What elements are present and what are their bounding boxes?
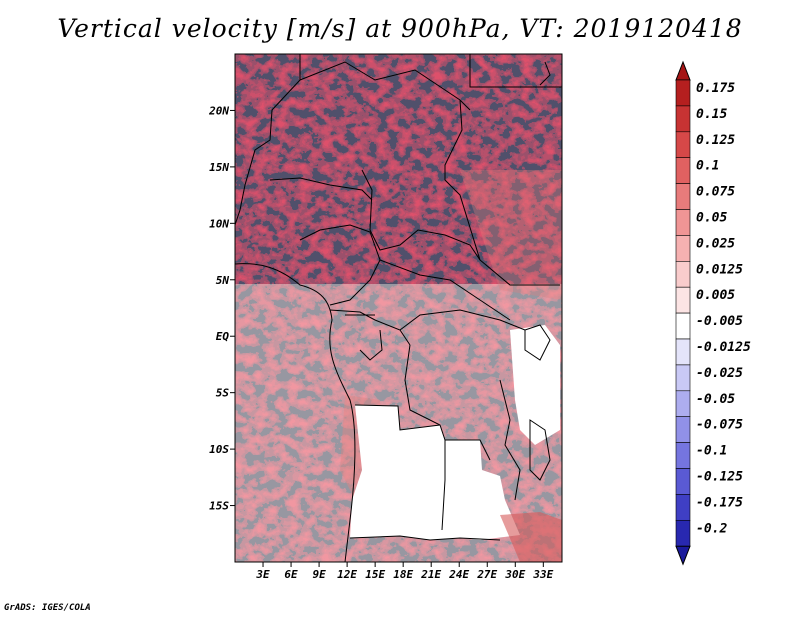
- colorbar-label: -0.1: [696, 444, 727, 459]
- lon-tick-label: 24E: [448, 568, 469, 581]
- latitude-axis: 20N 15N 10N 5N EQ 5S 10S 15S: [208, 104, 235, 513]
- lat-tick-label: 20N: [208, 104, 229, 117]
- lat-tick-label: EQ: [216, 330, 230, 343]
- lon-tick-label: 12E: [337, 568, 357, 581]
- lon-tick-label: 9E: [312, 568, 326, 581]
- colorbar-label: -0.2: [696, 521, 727, 536]
- colorbar-top-arrow: [675, 60, 691, 81]
- colorbar-label: 0.075: [696, 185, 735, 200]
- footer-credit: GrADS: IGES/COLA: [4, 603, 91, 613]
- colorbar-label: -0.025: [696, 366, 743, 381]
- country-borders: [235, 54, 562, 562]
- colorbar-swatch: [675, 183, 691, 210]
- colorbar-swatch: [675, 286, 691, 314]
- colorbar-label: -0.05: [696, 392, 735, 407]
- colorbar-label: -0.125: [696, 470, 743, 485]
- lat-tick-label: 15S: [209, 500, 229, 513]
- lon-tick-label: 18E: [393, 568, 413, 581]
- colorbar-swatch: [675, 260, 691, 288]
- colorbar-swatch: [675, 105, 691, 133]
- colorbar-label: -0.0125: [696, 340, 751, 355]
- lon-tick-label: 6E: [284, 568, 298, 581]
- colorbar-swatch: [675, 519, 691, 547]
- lon-tick-label: 33E: [532, 568, 553, 581]
- lat-tick-label: 15N: [209, 161, 229, 174]
- colorbar-swatch: [675, 338, 691, 366]
- lat-tick-label: 10N: [209, 217, 229, 230]
- colorbar-label: 0.175: [696, 81, 735, 96]
- colorbar: 0.175 0.15 0.125 0.1 0.075 0.05 0.025 0.0125 0.0…: [675, 60, 751, 566]
- lon-tick-label: 27E: [476, 568, 497, 581]
- colorbar-swatch: [675, 416, 691, 443]
- colorbar-label: -0.075: [696, 418, 743, 433]
- chart-title: Vertical velocity [m/s] at 900hPa, VT: 2…: [57, 14, 743, 43]
- colorbar-swatch: [675, 390, 691, 417]
- lat-tick-label: 10S: [209, 443, 229, 456]
- lon-tick-label: 30E: [504, 568, 525, 581]
- colorbar-label: 0.05: [696, 211, 727, 226]
- colorbar-swatch: [675, 235, 691, 262]
- colorbar-label: 0.15: [696, 107, 727, 122]
- colorbar-swatch: [675, 494, 691, 521]
- lon-tick-label: 3E: [255, 568, 270, 581]
- colorbar-swatch: [675, 79, 691, 107]
- colorbar-swatch: [675, 157, 691, 184]
- colorbar-swatch: [675, 312, 691, 340]
- colorbar-label: 0.1: [696, 159, 719, 174]
- colorbar-label: 0.005: [696, 288, 735, 303]
- lat-tick-label: 5N: [216, 274, 230, 287]
- colorbar-label: -0.175: [696, 495, 743, 510]
- lon-tick-label: 15E: [365, 568, 385, 581]
- colorbar-swatch: [675, 364, 691, 392]
- lat-tick-label: 5S: [216, 387, 230, 400]
- colorbar-bottom-arrow: [675, 545, 691, 566]
- colorbar-label: 0.125: [696, 133, 735, 148]
- longitude-axis: 3E 6E 9E 12E 15E 18E 21E 24E 27E 30E 33E: [255, 562, 554, 581]
- colorbar-swatch: [675, 442, 691, 469]
- colorbar-label: -0.005: [696, 314, 743, 329]
- velocity-field: [235, 54, 562, 562]
- colorbar-label: 0.0125: [696, 262, 743, 277]
- map-frame: [234, 53, 563, 563]
- lon-tick-label: 21E: [420, 568, 441, 581]
- colorbar-swatch: [675, 131, 691, 159]
- colorbar-label: 0.025: [696, 236, 735, 251]
- colorbar-swatch: [675, 468, 691, 495]
- colorbar-swatch: [675, 209, 691, 236]
